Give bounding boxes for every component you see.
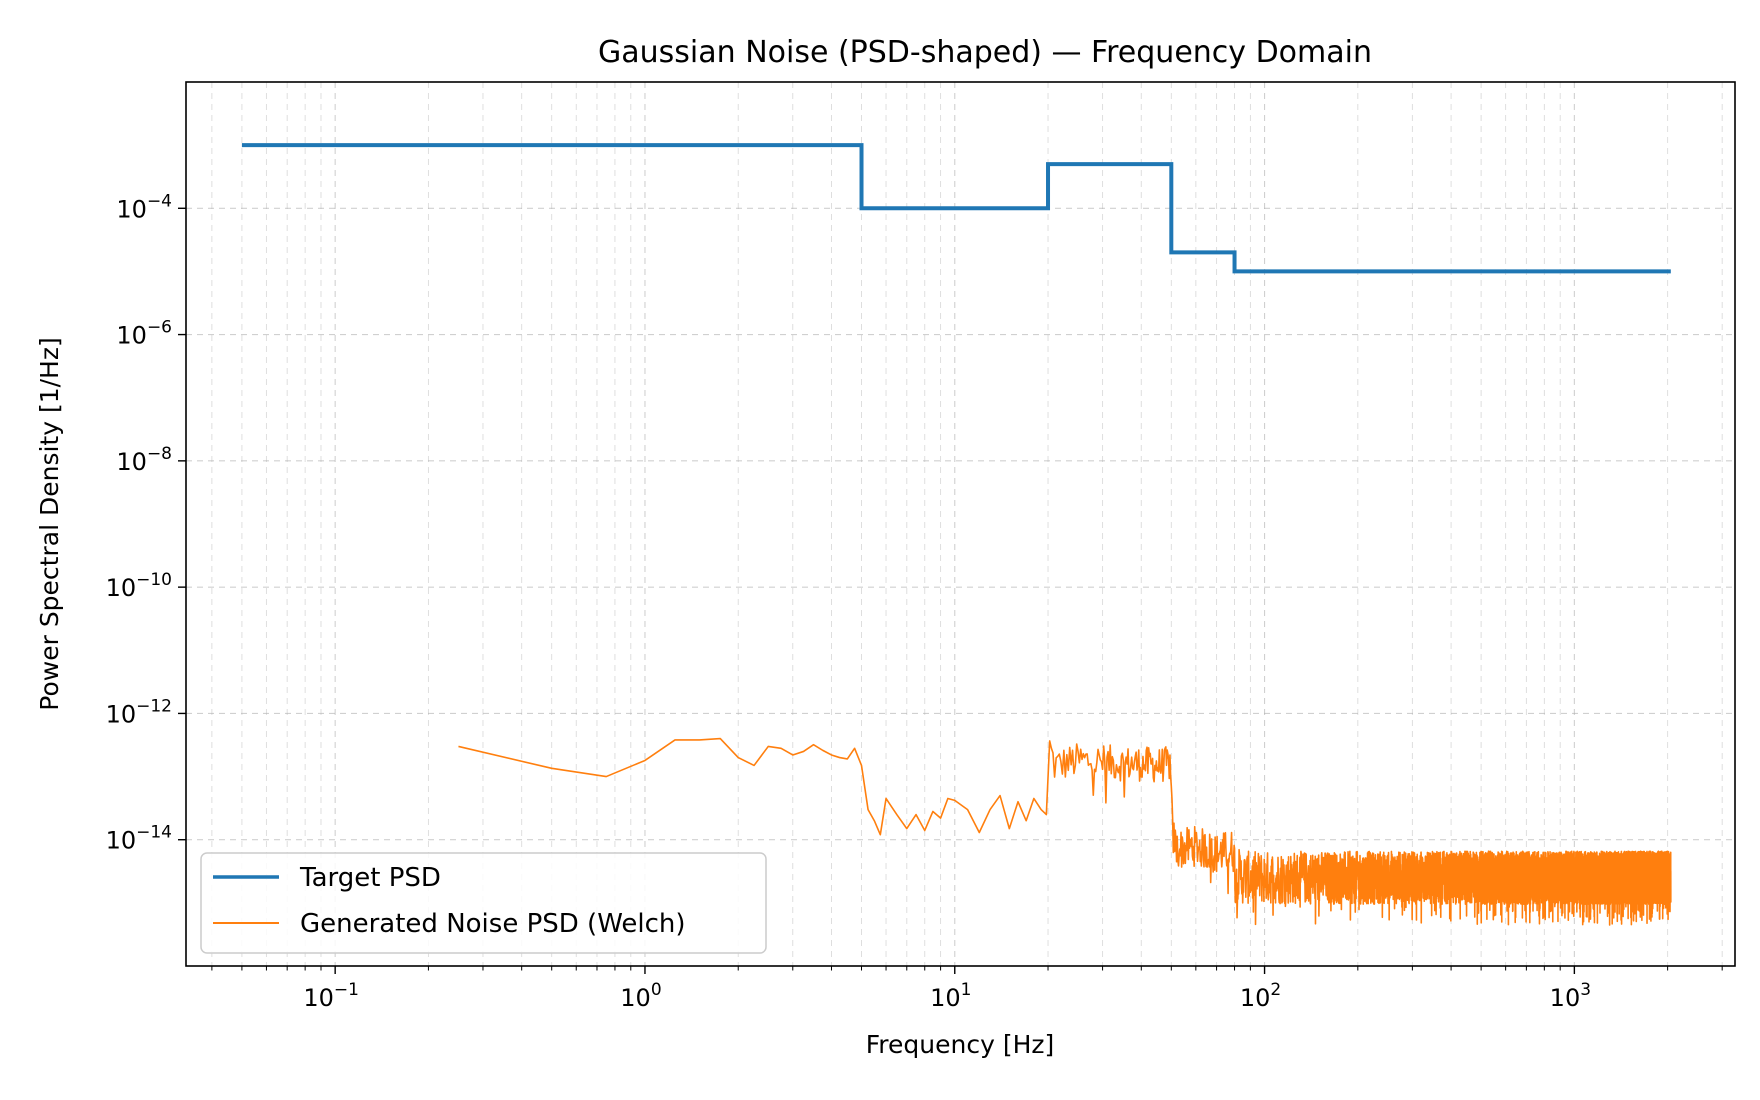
- series-target-psd: [241, 143, 1671, 274]
- x-tick-label: 10−1: [303, 980, 359, 1012]
- y-tick-label: 10−14: [106, 823, 172, 855]
- x-tick-label: 102: [1240, 980, 1281, 1012]
- x-tick-label: 101: [930, 980, 971, 1012]
- plot-frame: [185, 81, 1736, 967]
- y-tick-label: 10−6: [116, 318, 172, 350]
- y-axis-label: Power Spectral Density [1/Hz]: [35, 337, 64, 710]
- y-tick-label: 10−4: [116, 191, 172, 223]
- y-tick-label: 10−10: [106, 570, 172, 602]
- x-tick-label: 100: [620, 980, 661, 1012]
- series-generated-noise-psd: [458, 737, 1672, 926]
- grid-lines: [186, 82, 1735, 966]
- y-tick-label: 10−12: [106, 696, 172, 728]
- legend-label-target: Target PSD: [299, 863, 441, 893]
- axis-ticks: 10−1 100 101 102 103 10−4 10−6 10−8 10−10 10−12 10…: [106, 191, 1723, 1012]
- legend: Target PSD Generated Noise PSD (Welch): [200, 852, 767, 954]
- chart-title: Gaussian Noise (PSD-shaped) — Frequency …: [598, 35, 1372, 70]
- series-layer: [241, 143, 1672, 926]
- y-tick-label: 10−8: [116, 444, 172, 476]
- x-tick-label: 103: [1550, 980, 1591, 1012]
- legend-label-generated: Generated Noise PSD (Welch): [300, 909, 686, 939]
- legend-box: [200, 852, 767, 954]
- x-axis-label: Frequency [Hz]: [866, 1030, 1055, 1059]
